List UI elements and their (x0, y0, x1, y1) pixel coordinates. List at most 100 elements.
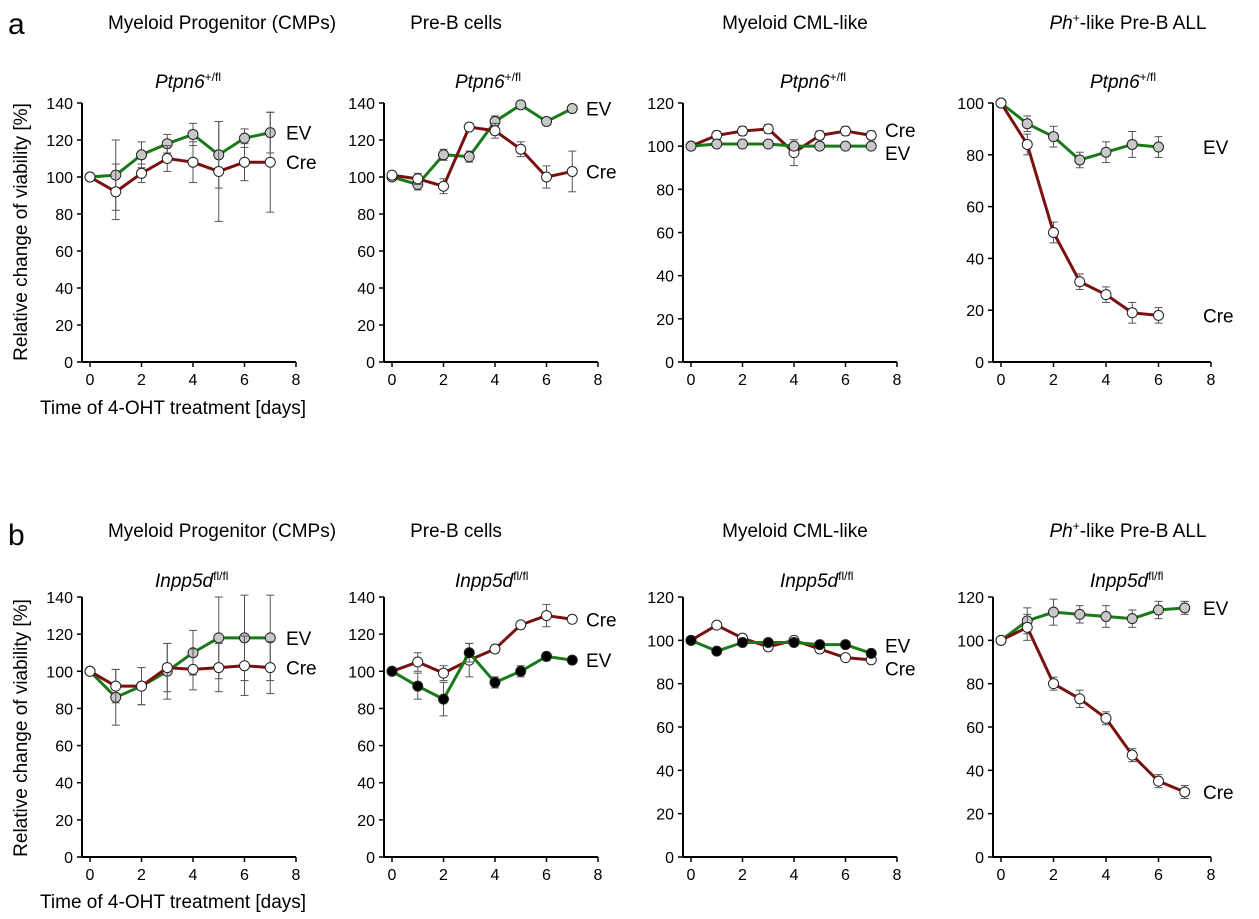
column-title-segment: Pre-B cells (410, 521, 502, 542)
chart-panel: Myeloid Progenitor (CMPs)Ptpn6+/fl020406… (46, 13, 336, 389)
x-tick-label: 6 (240, 372, 249, 389)
series-cre: Cre (995, 97, 1234, 327)
y-tick-label: 40 (966, 251, 984, 268)
gene-label: Inpp5dfl/fl (455, 569, 528, 592)
data-point (489, 125, 501, 137)
column-title-segment: Myeloid Progenitor (CMPs) (108, 13, 336, 34)
data-point (1048, 131, 1059, 143)
data-point (711, 645, 723, 657)
data-point (566, 613, 578, 625)
data-point (541, 171, 552, 183)
data-point (136, 680, 147, 692)
data-point (1179, 786, 1191, 798)
chart-panel: Ph+-like Pre-B ALL Ptpn6+/fl 0 20 40 60 80 100 0… (957, 11, 1233, 389)
data-point (84, 665, 96, 677)
y-tick-label: 80 (357, 207, 375, 224)
data-point (264, 662, 276, 674)
x-tick-label: 2 (738, 867, 747, 884)
data-point (463, 121, 475, 133)
data-point (1100, 146, 1112, 158)
y-tick-label: 80 (55, 207, 73, 224)
data-point (865, 129, 877, 141)
series-ev: EV (685, 138, 911, 165)
x-tick-label: 6 (240, 867, 249, 884)
column-title: Ph+-like Pre-B ALL (1050, 11, 1207, 34)
x-tick-label: 0 (997, 372, 1006, 389)
data-point (515, 665, 527, 677)
y-tick-label: 20 (656, 807, 674, 824)
data-point (1100, 289, 1112, 301)
data-point (1126, 613, 1138, 625)
data-point (438, 180, 449, 192)
y-axis-label: Relative change of viability [%] (11, 103, 32, 361)
x-tick-label: 6 (1154, 867, 1163, 884)
y-tick-label: 0 (366, 850, 375, 867)
x-tick-label: 6 (1154, 372, 1163, 389)
y-tick-label: 0 (64, 355, 73, 372)
data-point (239, 660, 250, 672)
y-tick-label: 80 (966, 148, 984, 165)
column-title: Myeloid Progenitor (CMPs) (108, 521, 336, 542)
data-point (840, 639, 851, 651)
data-point (685, 140, 697, 152)
data-point (187, 663, 199, 675)
y-tick-label: 80 (966, 677, 984, 694)
series-cre: Cre (685, 121, 916, 167)
gene-label: Inpp5dfl/fl (1090, 569, 1163, 592)
y-tick-label: 80 (55, 701, 73, 718)
series-label: Cre (885, 660, 916, 681)
y-tick-label: 40 (55, 776, 73, 793)
y-tick-label: 60 (357, 244, 375, 261)
series-label: EV (1203, 138, 1229, 159)
y-tick-label: 40 (357, 776, 375, 793)
data-point (541, 610, 552, 622)
gene-label: Ptpn6+/fl (455, 70, 521, 93)
data-point (1074, 608, 1086, 620)
x-tick-label: 2 (439, 372, 448, 389)
data-point (161, 153, 173, 164)
x-tick-label: 6 (841, 867, 850, 884)
column-title-segment: + (1073, 519, 1080, 533)
data-point (515, 99, 527, 111)
data-point (1074, 154, 1086, 166)
y-tick-label: 100 (647, 139, 674, 156)
column-title: Pre-B cells (410, 13, 502, 34)
gene-genotype: fl/fl (838, 569, 853, 583)
data-point (541, 650, 552, 662)
column-title-segment: Myeloid CML-like (722, 521, 868, 542)
data-point (566, 103, 578, 115)
data-point (685, 634, 697, 646)
series-label: EV (286, 124, 312, 145)
y-tick-label: 20 (357, 318, 375, 335)
x-tick-label: 6 (841, 372, 850, 389)
series-label: Cre (586, 162, 617, 183)
data-point (1153, 309, 1164, 321)
x-tick-label: 4 (491, 372, 500, 389)
data-point (814, 140, 826, 152)
y-tick-label: 120 (348, 133, 375, 150)
data-point (1074, 693, 1086, 705)
x-tick-label: 8 (1207, 372, 1216, 389)
gene-name: Ptpn6 (780, 72, 830, 93)
y-tick-label: 60 (966, 200, 984, 217)
gene-name: Inpp5d (455, 571, 515, 592)
x-tick-label: 6 (542, 372, 551, 389)
series-ev: EV (84, 594, 312, 726)
x-axis-label: Time of 4-OHT treatment [days] (40, 398, 306, 419)
y-tick-label: 60 (357, 739, 375, 756)
y-tick-label: 100 (46, 170, 73, 187)
series-label: EV (1203, 599, 1229, 620)
x-tick-label: 8 (594, 372, 603, 389)
data-point (489, 676, 501, 688)
data-point (1074, 276, 1086, 288)
data-point (1021, 621, 1033, 633)
series-label: Cre (286, 153, 317, 174)
column-title-segment: Ph (1050, 521, 1073, 542)
series-cre: Cre (386, 121, 617, 195)
gene-name: Inpp5d (780, 571, 840, 592)
x-tick-label: 2 (738, 372, 747, 389)
data-point (463, 647, 475, 659)
series-cre: Cre (84, 111, 317, 222)
x-tick-label: 2 (1049, 372, 1058, 389)
y-tick-label: 80 (656, 677, 674, 694)
